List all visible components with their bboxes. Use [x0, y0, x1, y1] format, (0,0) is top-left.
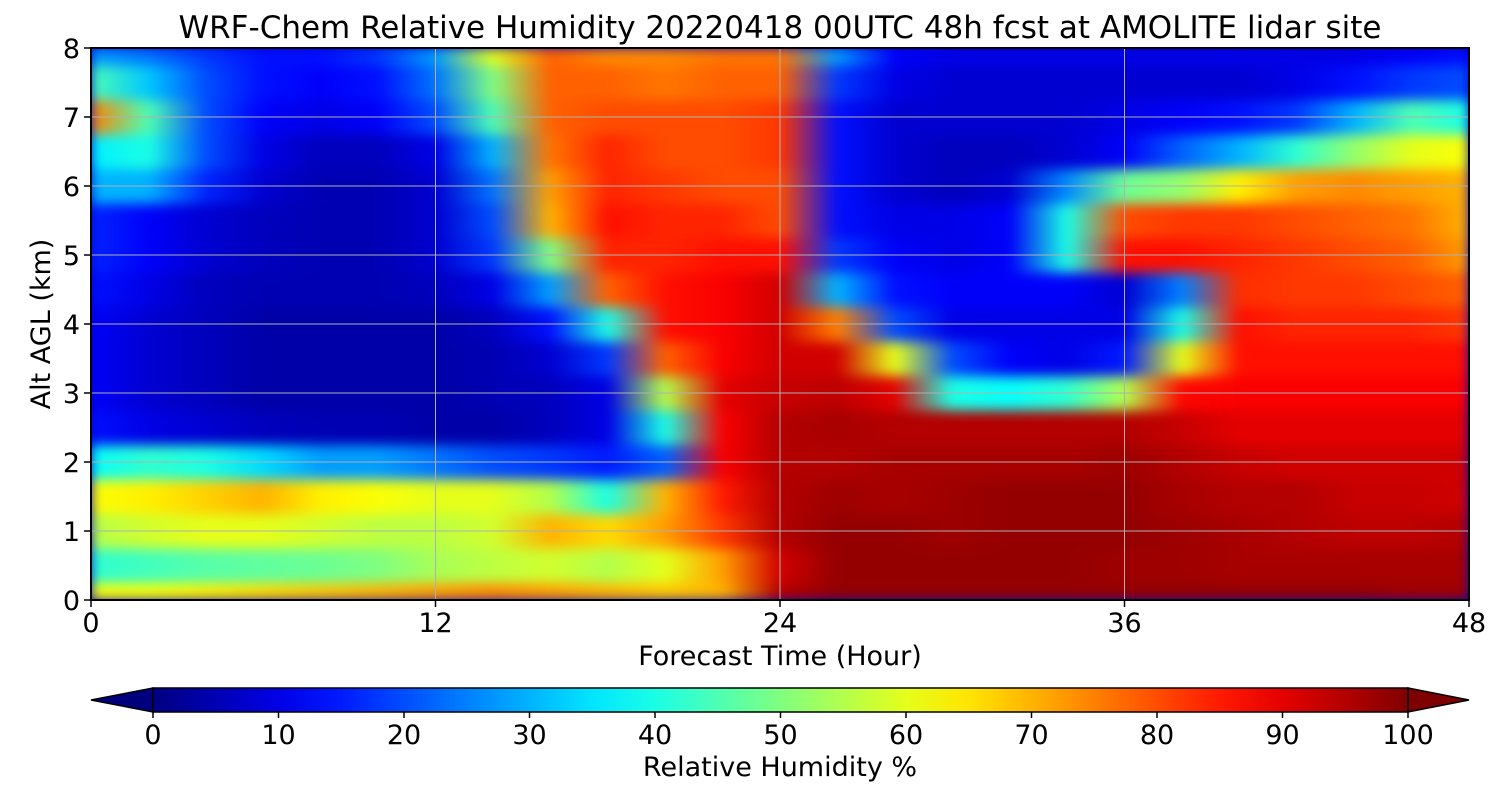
y-tick-label: 2: [63, 448, 80, 479]
x-tick-label: 12: [418, 608, 452, 639]
y-tick-label: 8: [63, 34, 80, 65]
colorbar-label: Relative Humidity %: [643, 752, 917, 783]
x-tick-label: 36: [1107, 608, 1141, 639]
y-tick-label: 1: [63, 517, 80, 548]
y-tick-label: 3: [63, 379, 80, 410]
y-tick-label: 4: [63, 310, 80, 341]
colorbar-tick-label: 70: [1014, 720, 1048, 751]
colorbar-gradient: [152, 687, 1409, 713]
chart-title: WRF-Chem Relative Humidity 20220418 00UT…: [178, 10, 1381, 46]
y-axis-ticks: 0 1 2 3 4 5 6 7 8: [63, 34, 91, 617]
colorbar-extend-high: [1407, 687, 1470, 713]
y-tick-label: 7: [63, 103, 80, 134]
colorbar-tick-label: 80: [1140, 720, 1174, 751]
colorbar-tick-label: 90: [1265, 720, 1299, 751]
colorbar-tick-label: 0: [144, 720, 161, 751]
y-tick-label: 6: [63, 172, 80, 203]
y-tick-label: 5: [63, 241, 80, 272]
x-tick-label: 24: [763, 608, 797, 639]
x-axis-label: Forecast Time (Hour): [638, 641, 922, 672]
colorbar-tick-label: 100: [1382, 720, 1434, 751]
colorbar-tick-label: 10: [261, 720, 295, 751]
y-tick-label: 0: [63, 586, 80, 617]
colorbar: 0 10 20 30 40 50 60 70 80 90 100 Relative Humidity…: [90, 687, 1470, 783]
colorbar-tick-label: 40: [638, 720, 672, 751]
colorbar-extend-low: [90, 687, 154, 713]
x-axis-ticks: 0 12 24 36 48: [82, 600, 1486, 639]
colorbar-tick-label: 30: [512, 720, 546, 751]
colorbar-tick-label: 20: [387, 720, 421, 751]
x-tick-label: 48: [1452, 608, 1486, 639]
colorbar-tick-label: 50: [763, 720, 797, 751]
x-tick-label: 0: [82, 608, 99, 639]
colorbar-ticks: 0 10 20 30 40 50 60 70 80 90 100: [144, 712, 1434, 751]
y-axis-label: Alt AGL (km): [26, 239, 57, 410]
colorbar-tick-label: 60: [889, 720, 923, 751]
